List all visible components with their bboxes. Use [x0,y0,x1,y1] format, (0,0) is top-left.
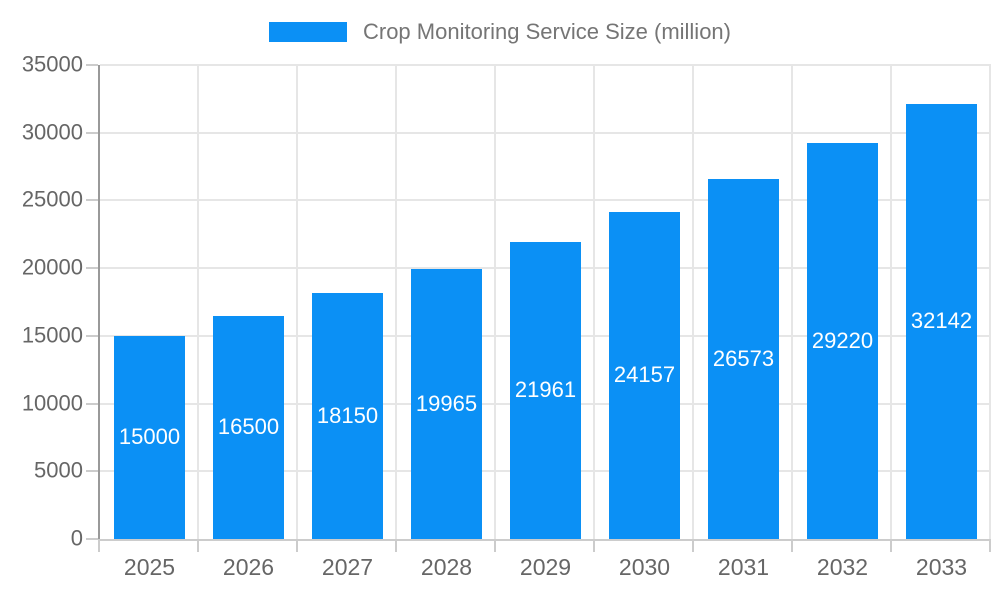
bar-value-label: 16500 [217,414,280,440]
y-tick-mark [86,199,98,202]
y-tick-label: 30000 [21,119,83,145]
legend[interactable]: Crop Monitoring Service Size (million) [0,20,1000,44]
x-tick-mark [197,541,199,552]
bar-2025[interactable]: 15000 [114,335,185,539]
h-gridline [100,131,991,134]
x-tick-mark [395,541,397,552]
y-tick-mark [86,402,98,405]
v-gridline [593,65,595,539]
h-gridline [100,64,991,66]
y-tick-mark [86,131,98,134]
bar-2028[interactable]: 19965 [411,268,482,539]
x-tick-mark [890,541,892,552]
x-axis-line [98,539,991,541]
v-gridline [890,65,892,539]
x-tick-label: 2031 [717,554,770,580]
y-axis-line [98,65,100,551]
bar-2030[interactable]: 24157 [609,211,680,539]
x-tick-mark [494,541,496,552]
bar-value-label: 29220 [811,328,874,354]
h-gridline [100,199,991,202]
v-gridline [296,65,298,539]
y-tick-mark [86,334,98,337]
v-gridline [197,65,199,539]
bar-2026[interactable]: 16500 [213,315,284,539]
y-tick-mark [86,538,98,540]
x-tick-mark [692,541,694,552]
x-tick-mark [989,541,991,552]
bar-value-label: 18150 [316,403,379,429]
x-tick-label: 2026 [222,554,275,580]
x-tick-mark [296,541,298,552]
legend-label: Crop Monitoring Service Size (million) [362,19,731,44]
x-tick-label: 2025 [123,554,176,580]
x-tick-label: 2028 [420,554,473,580]
bar-value-label: 32142 [910,308,973,334]
y-tick-label: 15000 [21,322,83,348]
x-tick-mark [791,541,793,552]
bar-value-label: 21961 [514,377,577,403]
x-tick-label: 2033 [915,554,968,580]
y-tick-label: 5000 [34,457,83,483]
y-tick-label: 20000 [21,254,83,280]
y-tick-label: 10000 [21,390,83,416]
y-tick-mark [86,64,98,66]
plot-area: 0 5000 10000 15000 20000 25000 30000 35000 15000… [22,51,991,580]
x-tick-label: 2030 [618,554,671,580]
bar-value-label: 15000 [118,424,181,450]
v-gridline [395,65,397,539]
v-gridline [791,65,793,539]
v-gridline [989,65,991,539]
bar-2029[interactable]: 21961 [510,241,581,539]
v-gridline [692,65,694,539]
bar-2033[interactable]: 32142 [906,103,977,539]
y-tick-mark [86,470,98,473]
x-tick-label: 2032 [816,554,869,580]
x-tick-mark [98,541,100,552]
y-tick-label: 25000 [21,186,83,212]
y-tick-label: 35000 [21,51,83,77]
bar-value-label: 24157 [613,362,676,388]
x-tick-mark [593,541,595,552]
bar-2031[interactable]: 26573 [708,179,779,539]
bar-value-label: 26573 [712,346,775,372]
bar-2032[interactable]: 29220 [807,143,878,539]
y-tick-mark [86,267,98,270]
x-tick-label: 2029 [519,554,572,580]
v-gridline [494,65,496,539]
bar-value-label: 19965 [415,390,478,416]
legend-swatch-icon [268,22,347,42]
x-tick-label: 2027 [321,554,374,580]
y-tick-label: 0 [70,525,83,551]
bar-2027[interactable]: 18150 [312,293,383,539]
